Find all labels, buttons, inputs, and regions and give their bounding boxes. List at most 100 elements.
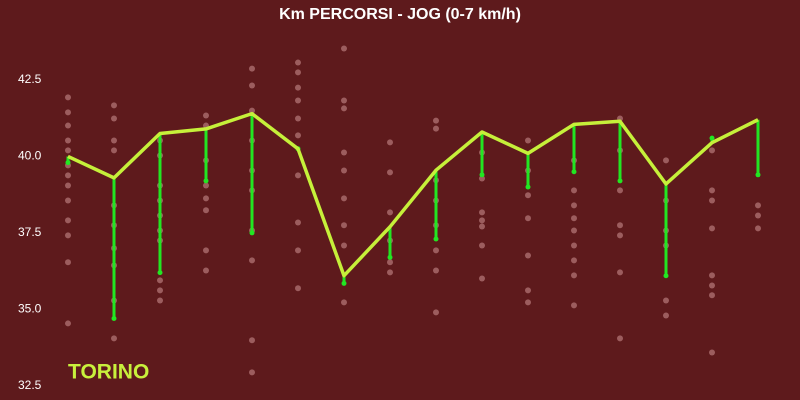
point [249, 257, 255, 264]
point [571, 302, 577, 309]
point [203, 195, 209, 202]
point [479, 209, 485, 216]
range-end [157, 270, 163, 276]
point [755, 225, 761, 232]
point [525, 215, 531, 222]
point [387, 209, 393, 216]
point [249, 65, 255, 72]
point [617, 269, 623, 276]
y-tick-label: 37.5 [18, 225, 42, 239]
point [65, 320, 71, 327]
point [157, 287, 163, 294]
point [617, 232, 623, 239]
point [111, 115, 117, 122]
point [341, 195, 347, 202]
point [525, 299, 531, 306]
range-end [525, 184, 531, 190]
point [341, 242, 347, 249]
point [433, 247, 439, 254]
point [249, 369, 255, 376]
point [479, 175, 485, 182]
point [111, 137, 117, 144]
point [571, 227, 577, 234]
y-tick-label: 35.0 [18, 302, 42, 316]
point [295, 219, 301, 226]
point [709, 349, 715, 356]
y-tick-label: 42.5 [18, 72, 42, 86]
point [571, 215, 577, 222]
point [65, 122, 71, 129]
line [67, 111, 759, 278]
point [663, 297, 669, 304]
point [111, 335, 117, 342]
point [341, 299, 347, 306]
point [709, 282, 715, 289]
point [65, 217, 71, 224]
point [249, 107, 255, 114]
range-end [65, 160, 71, 166]
point [433, 125, 439, 132]
point [341, 105, 347, 112]
point [525, 137, 531, 144]
point [295, 115, 301, 122]
point [249, 337, 255, 344]
point [203, 207, 209, 214]
point [295, 172, 301, 179]
point [479, 217, 485, 224]
range-end [249, 230, 255, 236]
point [341, 149, 347, 156]
point [709, 225, 715, 232]
range-end [755, 172, 761, 178]
range-end [479, 172, 485, 178]
point [387, 269, 393, 276]
range-end [571, 169, 577, 175]
range-end [617, 178, 623, 184]
point [479, 242, 485, 249]
point [157, 277, 163, 284]
point [617, 335, 623, 342]
point [295, 247, 301, 254]
point [387, 169, 393, 176]
point [65, 197, 71, 204]
point [709, 197, 715, 204]
point [65, 109, 71, 116]
point [479, 223, 485, 230]
point [433, 117, 439, 124]
point [295, 285, 301, 292]
point [295, 59, 301, 66]
point [203, 247, 209, 254]
point [709, 272, 715, 279]
point [525, 192, 531, 199]
range-end [709, 135, 715, 141]
range-end [111, 316, 117, 322]
point [111, 102, 117, 109]
point [341, 45, 347, 52]
point [295, 132, 301, 139]
annotation: TORINO [68, 361, 149, 384]
point [65, 259, 71, 266]
point [709, 187, 715, 194]
chart-title: Km PERCORSI - JOG (0-7 km/h) [279, 6, 521, 23]
point [387, 139, 393, 146]
point [157, 297, 163, 304]
point [525, 287, 531, 294]
point [709, 147, 715, 154]
point [709, 292, 715, 299]
point [617, 222, 623, 229]
y-tick-label: 40.0 [18, 149, 42, 163]
point [571, 202, 577, 209]
point [479, 275, 485, 282]
point [65, 94, 71, 101]
point [341, 167, 347, 174]
point [663, 312, 669, 319]
range-end [387, 254, 393, 260]
range-end [203, 178, 209, 184]
point [65, 147, 71, 154]
point [571, 242, 577, 249]
point [571, 187, 577, 194]
range-end [341, 280, 347, 286]
range-end [433, 236, 439, 242]
point [295, 84, 301, 91]
